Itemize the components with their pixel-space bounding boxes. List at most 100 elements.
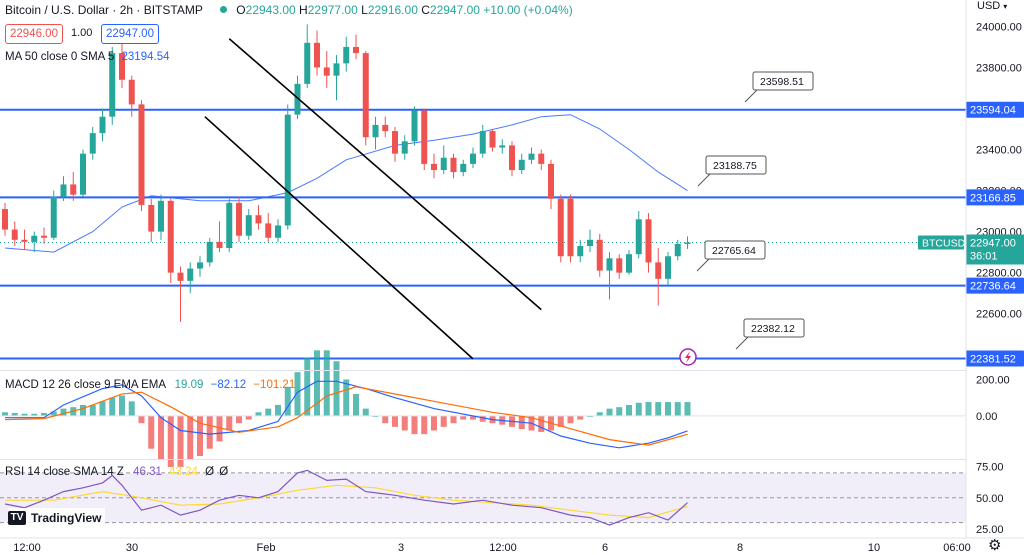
buy-price-button[interactable]: 22947.00 — [101, 24, 159, 44]
macd-histogram-bar — [411, 415, 418, 435]
chevron-down-icon: ▾ — [1003, 2, 1008, 11]
price-label-box — [966, 101, 1024, 118]
candle-body — [11, 229, 18, 240]
candle-body — [70, 184, 77, 195]
candle-body — [89, 133, 96, 154]
currency-selector[interactable]: USD ▾ — [977, 0, 1007, 12]
candle-body — [21, 239, 28, 242]
price-axis-tick: 22800.00 — [976, 268, 1022, 280]
settings-gear-icon[interactable]: ⚙ — [988, 537, 1002, 554]
candle-body — [674, 243, 681, 257]
rsi-axis-tick: 75.00 — [976, 462, 1004, 474]
ma-label: MA 50 close 0 SMA 5 — [5, 51, 115, 63]
symbol-legend[interactable]: Bitcoin / U.S. Dollar · 2h · BITSTAMP O2… — [5, 3, 573, 17]
rsi-line — [4, 469, 688, 526]
ohlc-open-label: O — [236, 3, 246, 17]
macd-histogram-bar — [557, 415, 564, 427]
candle-body — [128, 79, 135, 105]
macd-histogram-bar — [353, 394, 359, 416]
symbol-tag-text: BTCUSD — [922, 237, 966, 249]
macd-histogram-bar — [382, 415, 389, 424]
macd-histogram-bar — [626, 404, 632, 416]
candle-body — [440, 157, 447, 171]
candle-body — [197, 262, 203, 269]
macd-histogram-bar — [431, 415, 437, 431]
macd-legend[interactable]: MACD 12 26 close 9 EMA EMA 19.09 −82.12 … — [5, 379, 295, 391]
macd-histogram-bar — [41, 412, 47, 416]
time-axis-tick: 12:00 — [13, 542, 41, 554]
candle-body — [470, 153, 476, 164]
macd-histogram-bar — [674, 402, 681, 416]
macd-histogram-bar — [470, 415, 476, 420]
ma-legend[interactable]: MA 50 close 0 SMA 5 23194.54 — [5, 51, 169, 63]
macd-histogram-bar — [236, 415, 242, 424]
candle-body — [372, 124, 379, 138]
macd-histogram-bar — [80, 404, 86, 416]
candle-body — [392, 131, 398, 154]
macd-histogram-bar — [11, 412, 18, 416]
macd-histogram-bar — [109, 397, 116, 416]
macd-histogram-bar — [128, 401, 135, 416]
candle-body — [245, 215, 252, 236]
candle-body — [606, 258, 613, 271]
macd-histogram-bar — [635, 402, 642, 416]
candle-body — [2, 209, 8, 230]
callout-label: 23188.75 — [713, 160, 757, 172]
time-axis-tick: 8 — [737, 542, 743, 554]
macd-histogram-bar — [21, 413, 28, 416]
rsi-ma-line — [5, 484, 688, 519]
macd-histogram-bar — [284, 386, 291, 416]
candle-body — [109, 53, 116, 117]
candle-body — [362, 53, 369, 138]
macd-histogram-bar — [60, 408, 67, 416]
pane-separator-macd[interactable] — [0, 370, 966, 371]
callout-pointer — [744, 89, 758, 103]
rsi-axis-tick: 50.00 — [976, 493, 1004, 505]
pane-separator-rsi[interactable] — [0, 459, 966, 460]
macd-histogram-bar — [197, 415, 203, 456]
macd-histogram-bar — [177, 415, 184, 467]
macd-value: 19.09 — [174, 379, 204, 391]
candle-body — [343, 46, 350, 64]
callout-box — [705, 155, 767, 175]
ohlc-close: 22947.00 — [429, 3, 480, 17]
candle-body — [587, 239, 593, 246]
candle-body — [187, 268, 194, 281]
macd-line-value: −82.12 — [210, 379, 247, 391]
macd-histogram-bar — [645, 402, 652, 416]
macd-histogram-bar — [31, 413, 38, 416]
current-price-box — [966, 234, 1024, 265]
sell-price-button[interactable]: 22946.00 — [5, 24, 63, 44]
candle-body — [333, 63, 340, 76]
macd-histogram-bar — [216, 415, 223, 442]
macd-histogram-bar — [362, 408, 369, 416]
current-price-text: 22947.00 — [970, 237, 1016, 249]
candle-body — [99, 116, 106, 134]
macd-histogram-bar — [655, 402, 662, 416]
time-axis-tick: 6 — [602, 542, 608, 554]
candle-body — [557, 198, 564, 257]
candle-body — [314, 42, 320, 68]
macd-histogram-bar — [138, 415, 145, 424]
macd-histogram-bar — [148, 415, 155, 449]
macd-histogram-bar — [167, 415, 174, 467]
candle-body — [548, 163, 554, 199]
sell-price: 22946.00 — [10, 28, 58, 40]
candle-body — [60, 184, 67, 197]
candle-body — [138, 104, 145, 205]
candle-body — [528, 153, 535, 160]
candle-body — [265, 223, 272, 238]
tradingview-logo[interactable]: TV TradingView — [8, 508, 106, 528]
macd-histogram-bar — [538, 415, 545, 432]
lightning-glyph — [685, 351, 691, 363]
callout-box — [752, 71, 814, 91]
time-axis-tick: 12:00 — [489, 542, 517, 554]
candle-body — [236, 202, 242, 236]
time-axis-tick: 06:00 — [943, 542, 971, 554]
macd-histogram-bar — [606, 408, 613, 416]
macd-histogram-bar — [665, 402, 671, 416]
macd-histogram-bar — [460, 415, 467, 420]
rsi-legend[interactable]: RSI 14 close SMA 14 Z 46.31 43.24 Ø Ø — [5, 466, 228, 478]
macd-axis-tick: 200.00 — [976, 374, 1010, 386]
